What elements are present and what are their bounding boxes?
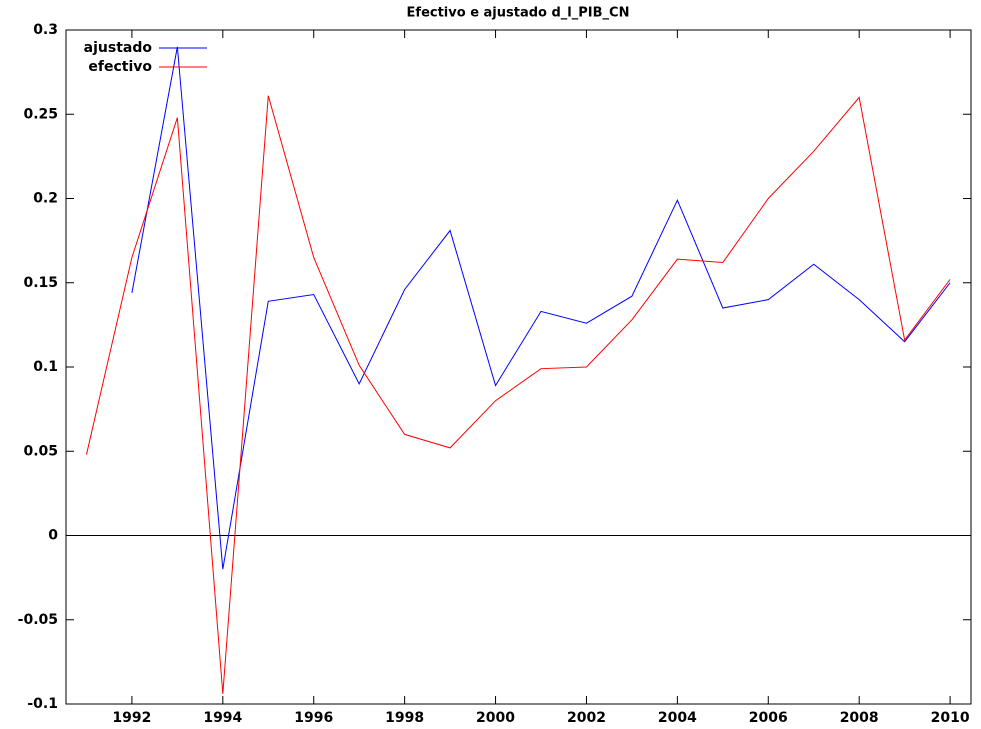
x-tick-label: 2010 [931, 710, 970, 726]
y-tick-label: 0 [48, 528, 58, 544]
legend-label: ajustado [84, 40, 153, 56]
series-line [131, 46, 951, 570]
y-tick-label: 0.1 [33, 359, 58, 375]
x-tick-label: 2004 [658, 710, 697, 726]
x-tick-label: 2008 [840, 710, 879, 726]
x-tick-label: 1998 [385, 710, 424, 726]
chart-title: Efectivo e ajustado d_l_PIB_CN [407, 6, 630, 21]
y-tick-label: 0.25 [23, 106, 58, 122]
x-tick-label: 1996 [294, 710, 333, 726]
y-tick-label: -0.1 [27, 696, 58, 712]
x-tick-label: 2002 [567, 710, 606, 726]
series-line [85, 95, 951, 694]
y-tick-label: 0.2 [33, 191, 58, 207]
y-tick-label: -0.05 [18, 612, 58, 628]
x-tick-label: 2000 [476, 710, 515, 726]
legend-label: efectivo [88, 59, 152, 75]
x-tick-label: 2006 [749, 710, 788, 726]
y-tick-label: 0.15 [23, 275, 58, 291]
y-tick-label: 0.05 [23, 443, 58, 459]
x-tick-label: 1992 [112, 710, 151, 726]
x-tick-label: 1994 [203, 710, 242, 726]
plot-frame [65, 29, 972, 705]
y-tick-label: 0.3 [33, 22, 58, 38]
